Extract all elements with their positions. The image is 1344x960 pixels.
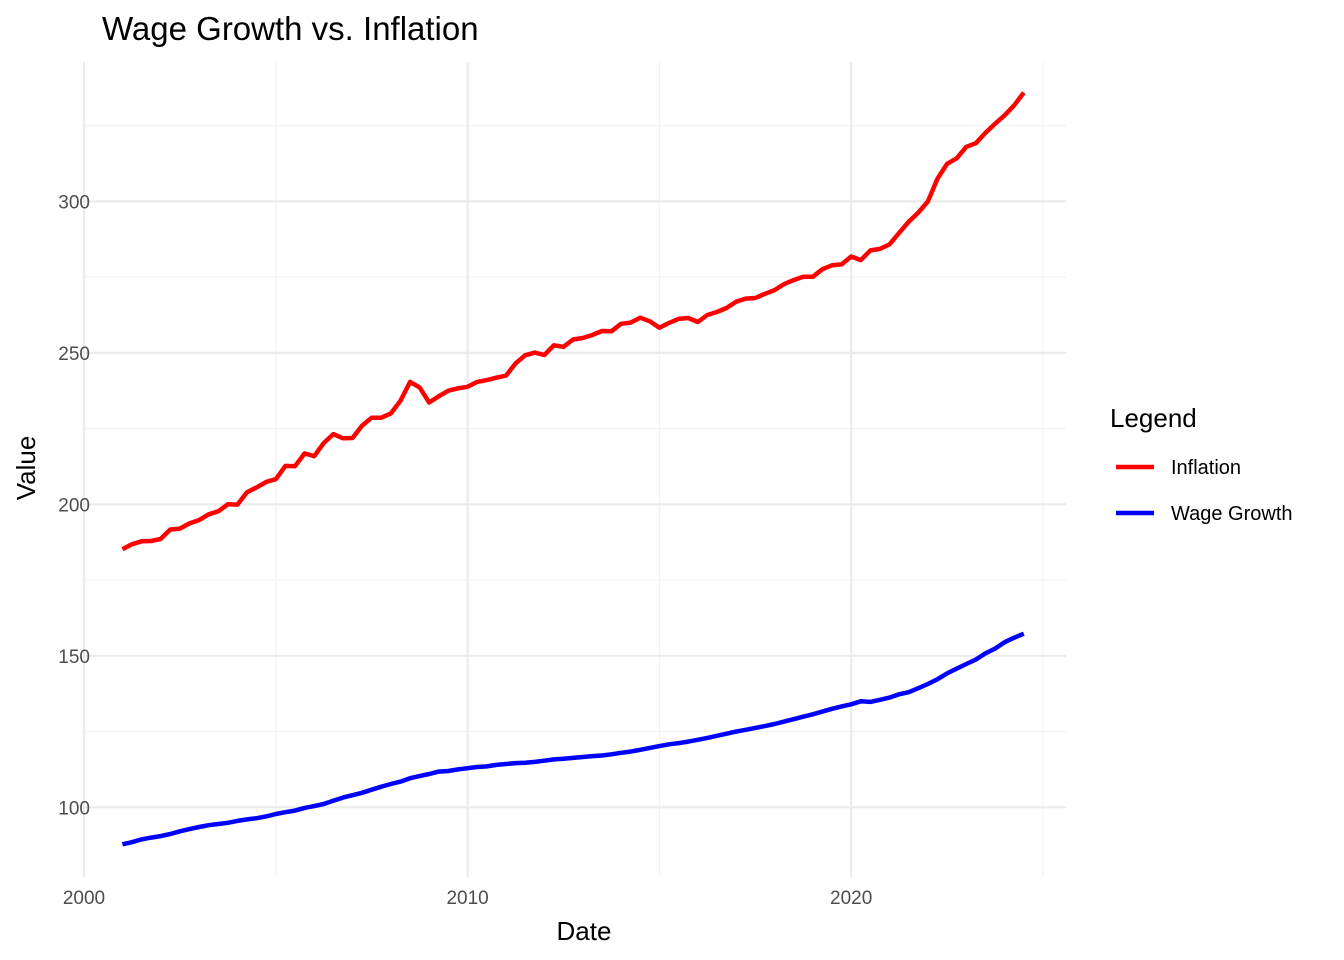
y-axis-tick-labels: 100 150 200 250 300 bbox=[58, 192, 90, 819]
series-line-wage-growth bbox=[121, 631, 1025, 847]
legend: Legend Inflation Wage Growth bbox=[1110, 403, 1293, 525]
legend-label: Inflation bbox=[1171, 457, 1241, 479]
x-tick-label: 2000 bbox=[63, 888, 105, 909]
y-tick-label: 100 bbox=[58, 798, 90, 819]
grid-lines bbox=[82, 62, 1066, 877]
x-axis-tick-labels: 2000 2010 2020 bbox=[63, 888, 872, 909]
x-tick-label: 2020 bbox=[830, 888, 872, 909]
legend-title: Legend bbox=[1110, 403, 1197, 433]
legend-items: Inflation Wage Growth bbox=[1116, 457, 1293, 525]
x-axis-title: Date bbox=[557, 916, 612, 946]
y-tick-label: 200 bbox=[58, 495, 90, 516]
y-axis-title: Value bbox=[11, 436, 41, 501]
series-line-inflation bbox=[121, 91, 1026, 552]
y-tick-label: 250 bbox=[58, 344, 90, 365]
y-tick-label: 300 bbox=[58, 192, 90, 213]
chart-title: Wage Growth vs. Inflation bbox=[102, 10, 479, 47]
x-tick-label: 2010 bbox=[446, 888, 488, 909]
series-lines bbox=[121, 91, 1026, 847]
legend-label: Wage Growth bbox=[1171, 503, 1293, 525]
y-tick-label: 150 bbox=[58, 647, 90, 668]
